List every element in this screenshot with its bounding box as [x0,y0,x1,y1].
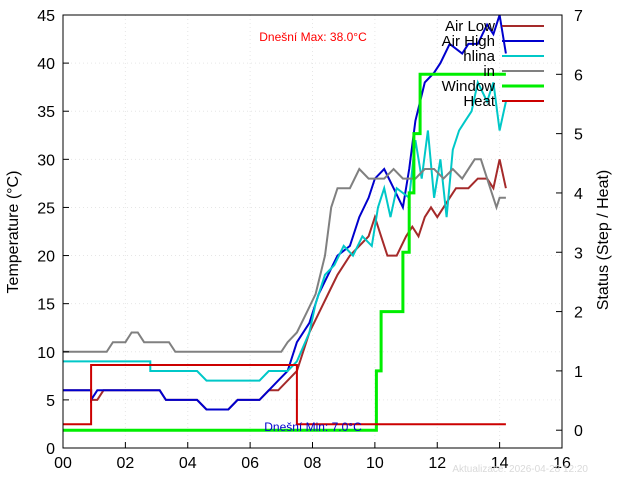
left-tick-label: 20 [37,249,55,266]
left-tick-label: 15 [37,297,55,314]
x-tick-label: 12 [428,455,446,472]
left-tick-label: 40 [37,56,55,73]
right-tick-label: 5 [574,127,583,144]
x-tick-label: 16 [553,455,571,472]
right-tick-label: 0 [574,423,583,440]
legend-label: Window [442,78,496,95]
right-axis: 0 1 2 3 4 5 6 7 [556,8,583,440]
right-tick-label: 2 [574,305,583,322]
right-tick-label: 1 [574,364,583,381]
x-tick-label: 14 [491,455,509,472]
legend-label: Heat [463,93,496,110]
x-tick-label: 00 [54,455,72,472]
max-annotation: Dnešní Max: 38.0°C [259,30,367,44]
x-tick-label: 02 [116,455,134,472]
min-annotation: Dnešní Min: 7.0°C [264,420,362,434]
x-tick-label: 06 [241,455,259,472]
left-tick-label: 25 [37,200,55,217]
x-tick-label: 08 [304,455,322,472]
left-tick-label: 5 [46,393,55,410]
series-line-in [63,158,506,353]
right-tick-label: 6 [574,67,583,84]
y2-axis-title: Status (Step / Heat) [595,170,612,311]
right-tick-label: 4 [574,186,583,203]
legend-label: in [483,63,495,80]
series-line-hlina [63,79,507,382]
right-tick-label: 3 [574,245,583,262]
x-tick-label: 10 [366,455,384,472]
series-line-air-high [63,14,507,411]
left-tick-label: 35 [37,104,55,121]
series-line-heat [63,364,506,426]
left-axis: 0 5 10 15 20 25 30 35 40 45 [37,8,69,458]
left-tick-label: 10 [37,345,55,362]
left-tick-label: 0 [46,441,55,458]
footer-timestamp: Aktualizace: 2026-04-28 12:20 [452,464,588,475]
x-tick-label: 04 [179,455,197,472]
legend-label: Air High [442,33,495,50]
left-tick-label: 45 [37,8,55,25]
x-axis: 00 02 04 06 08 10 12 14 16 [54,442,571,472]
right-tick-label: 7 [574,8,583,25]
left-tick-label: 30 [37,152,55,169]
legend-label: Air Low [445,18,495,35]
legend-label: hlina [463,48,495,65]
series-line-window [63,72,506,432]
y-axis-title: Temperature (°C) [5,171,22,294]
series-layer [63,14,507,432]
